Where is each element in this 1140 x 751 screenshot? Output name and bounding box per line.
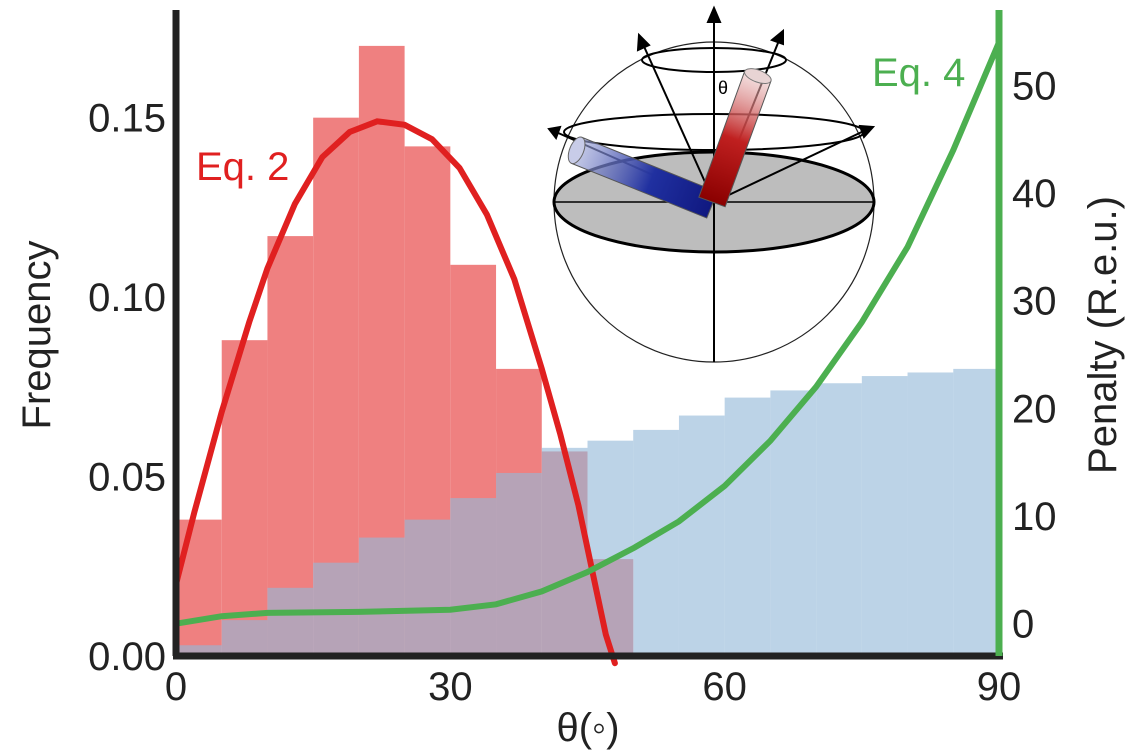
inset-red-cylinder-cap [744,68,772,84]
left-tick-labels: 0.00 0.05 0.10 0.15 [88,97,166,679]
blue-bar [404,519,451,656]
left-tick-label: 0.05 [88,456,166,500]
inset-arrow-right [713,129,867,203]
right-tick-label: 40 [1012,172,1057,216]
blue-bar [450,498,497,656]
inset-blue-cylinder-cap [567,136,586,165]
right-axis-label: Penalty (R.e.u.) [1081,196,1125,474]
x-tick-label: 60 [702,665,747,709]
blue-bar [724,397,771,656]
blue-bar [907,372,954,656]
right-tick-label: 10 [1012,495,1057,539]
blue-bar [358,537,405,656]
red-bar [176,519,222,656]
x-axis-label: θ(◦) [556,706,619,750]
inset-arrowhead-upper-left [636,32,651,52]
left-tick-label: 0.00 [88,635,166,679]
blue-bar [678,415,725,656]
blue-bar [541,447,588,656]
inset-diagram: θ [547,5,876,363]
x-tick-label: 0 [165,665,187,709]
inset-arrowhead-left [547,125,562,141]
right-tick-labels: 0 10 20 30 40 50 [1012,64,1057,646]
inset-arrowhead-right [858,124,876,139]
inset-arrow-upper-left [641,41,715,203]
x-tick-labels: 0 30 60 90 [165,665,1021,709]
blue-bar [176,645,222,656]
blue-bar [221,620,268,656]
blue-bar [587,440,634,656]
inset-arrowhead-vertical [706,5,722,23]
eq2-curve [173,118,618,667]
red-bar [267,236,314,656]
right-tick-label: 30 [1012,280,1057,324]
eq4-label: Eq. 4 [872,51,965,95]
blue-bar [496,472,542,656]
left-tick-label: 0.15 [88,97,166,141]
eq2-label: Eq. 2 [196,145,289,189]
blue-bar [861,376,908,656]
inset-theta-label: θ [718,78,728,98]
x-tick-label: 30 [428,665,473,709]
x-tick-label: 90 [977,665,1022,709]
inset-arrowhead-upper-right [770,28,784,46]
left-tick-label: 0.10 [88,276,166,320]
blue-bar [953,368,999,656]
eq4-curve [173,39,1002,627]
blue-bar [267,587,314,656]
right-tick-label: 20 [1012,387,1057,431]
left-axis-label: Frequency [15,241,59,430]
blue-bar [816,383,862,656]
right-tick-label: 0 [1012,603,1034,647]
right-tick-label: 50 [1012,64,1057,108]
